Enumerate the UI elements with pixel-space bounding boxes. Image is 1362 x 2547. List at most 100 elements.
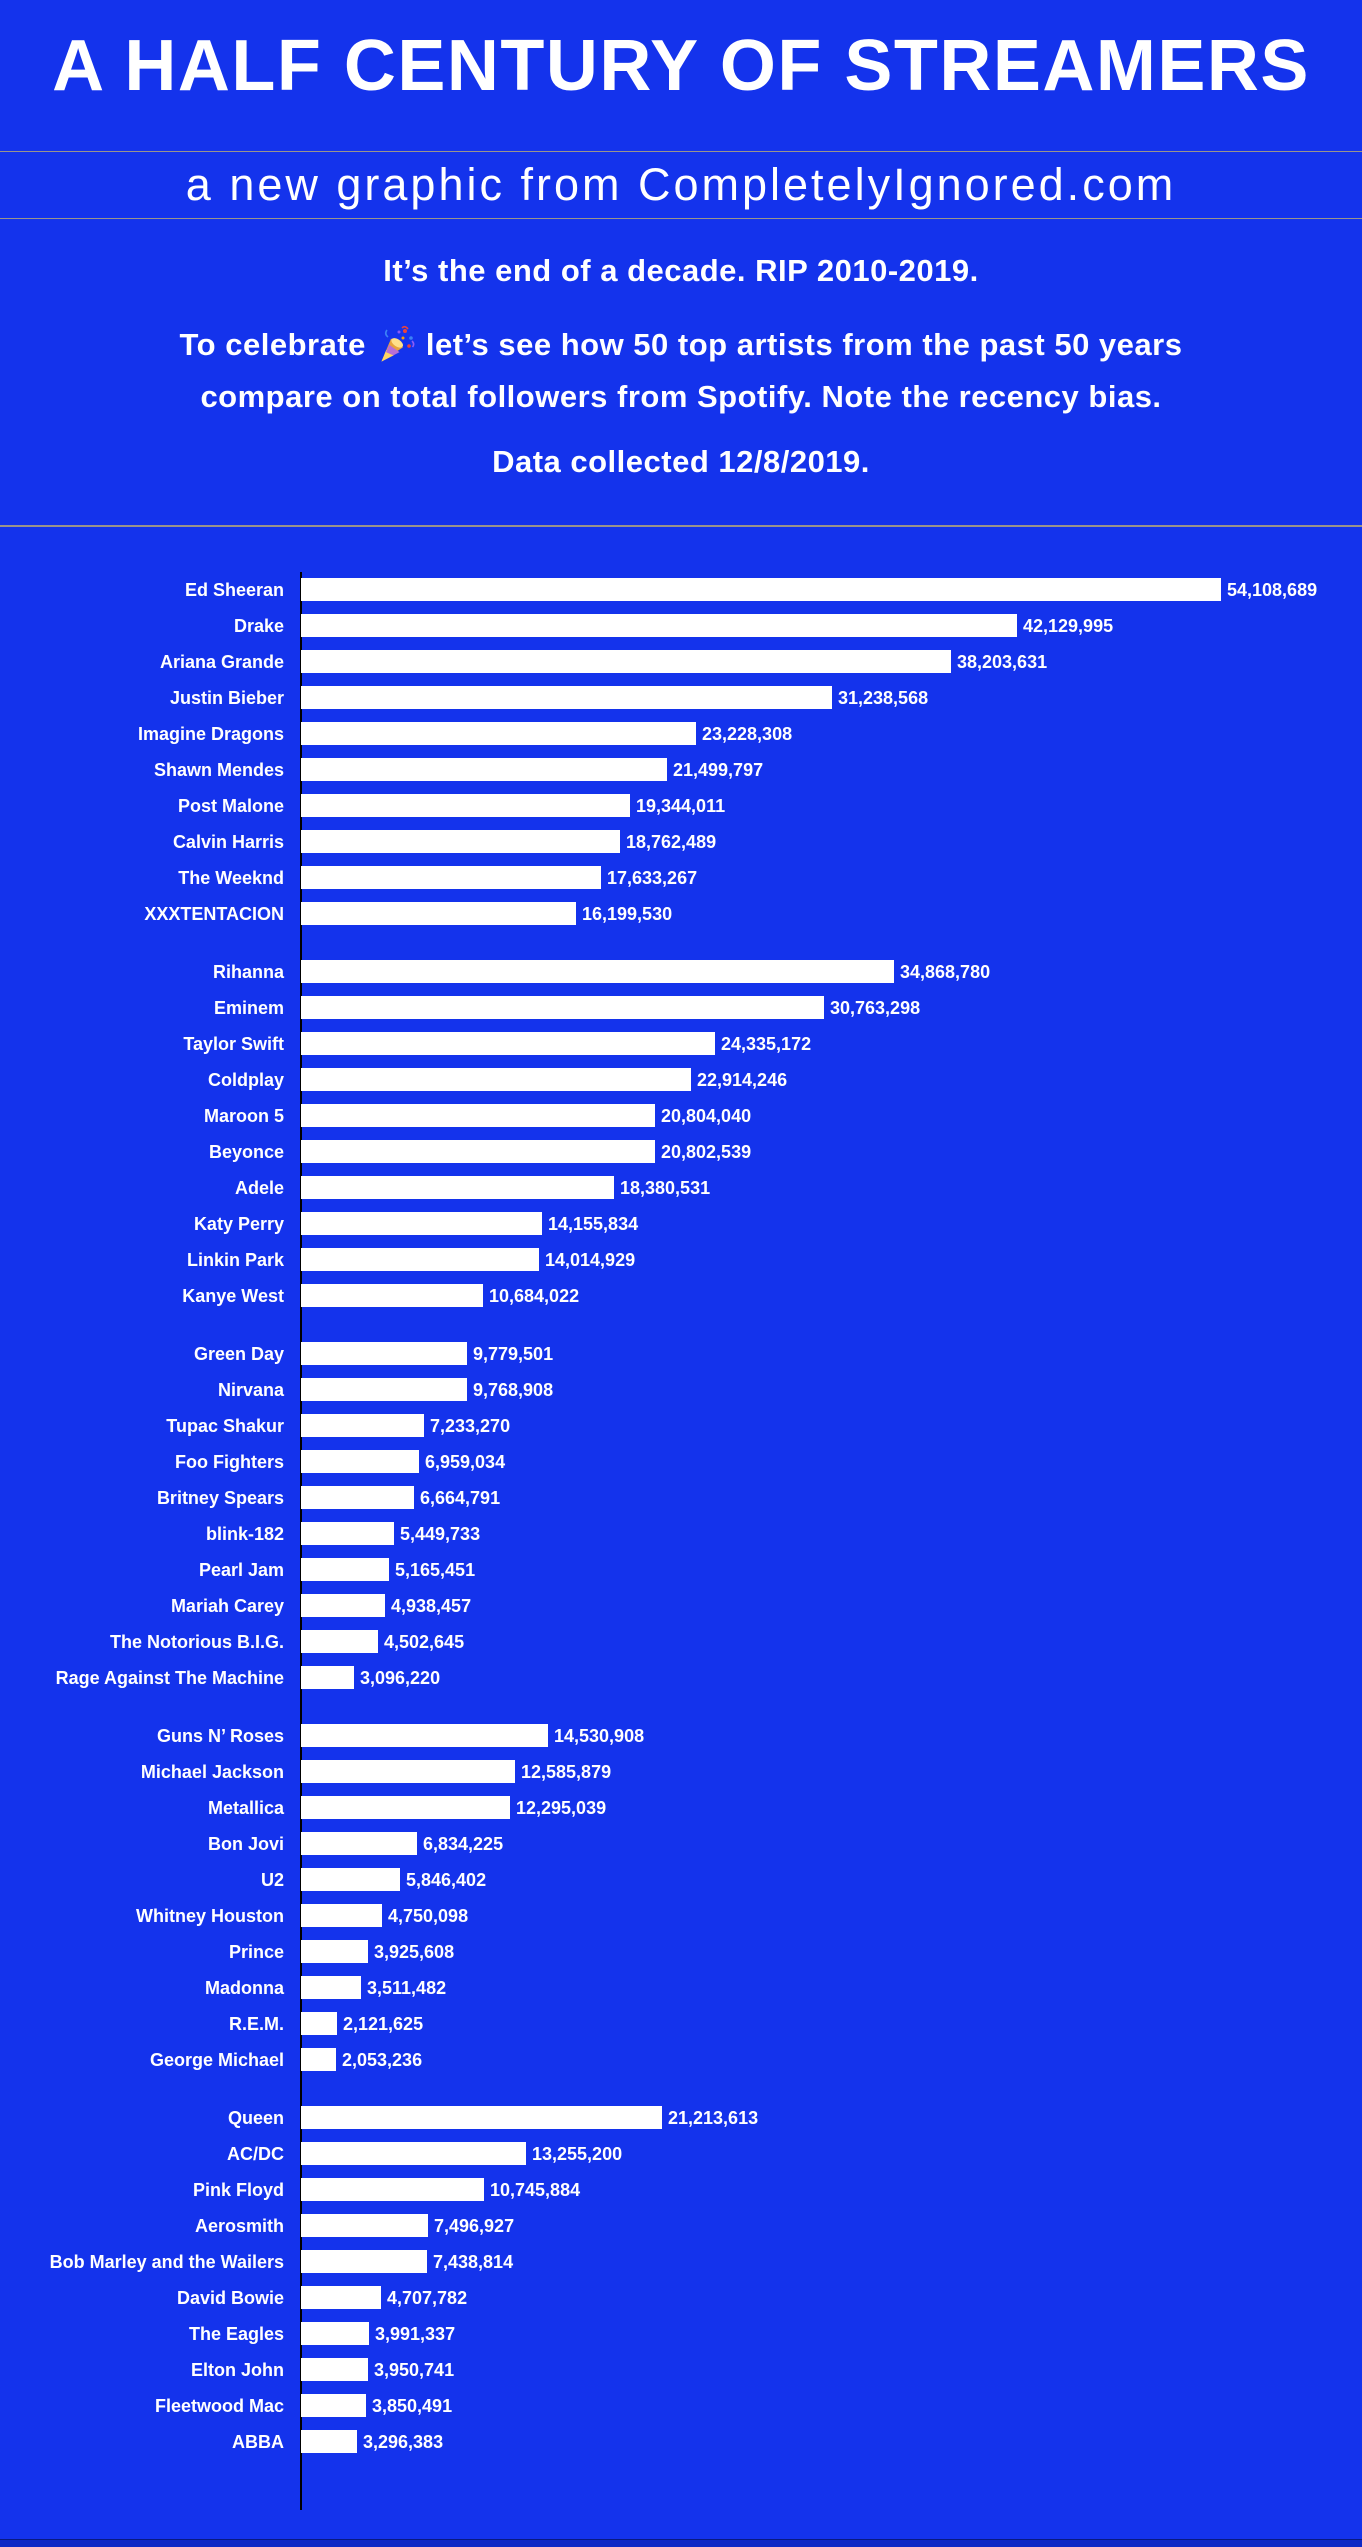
intro-section: It’s the end of a decade. RIP 2010-2019.…	[0, 219, 1362, 525]
follower-bar	[301, 722, 696, 745]
follower-count: 12,585,879	[521, 1761, 612, 1782]
follower-count: 4,750,098	[388, 1905, 469, 1926]
follower-bar	[301, 996, 824, 1019]
bar-track: 9,779,501	[301, 1342, 1362, 1365]
bar-row: Beyonce 20,802,539	[0, 1140, 1362, 1163]
bar-row: Nirvana 9,768,908	[0, 1378, 1362, 1401]
bar-row: Foo Fighters 6,959,034	[0, 1450, 1362, 1473]
intro-line-2: To celebrate	[0, 325, 1362, 365]
follower-bar	[301, 1414, 424, 1437]
follower-count: 3,991,337	[375, 2323, 456, 2344]
artist-label: Guns N’ Roses	[156, 1725, 284, 1746]
artist-label: Adele	[234, 1177, 284, 1198]
bar-row: Maroon 5 20,804,040	[0, 1104, 1362, 1127]
bar-row: Queen 21,213,613	[0, 2106, 1362, 2129]
follower-bar	[301, 686, 832, 709]
artist-label: Justin Bieber	[169, 687, 284, 708]
artist-label: Whitney Houston	[136, 1905, 284, 1926]
bar-track: 2,053,236	[301, 2048, 1362, 2071]
bar-row: Coldplay 22,914,246	[0, 1068, 1362, 1091]
artist-label: Queen	[227, 2107, 284, 2128]
intro-line-3: compare on total followers from Spotify.…	[200, 379, 1162, 414]
bar-row: Prince 3,925,608	[0, 1940, 1362, 1963]
bar-track: 13,255,200	[301, 2142, 1362, 2165]
artist-label: Taylor Swift	[183, 1033, 284, 1054]
bar-row: blink-182 5,449,733	[0, 1522, 1362, 1545]
follower-bar	[301, 1248, 539, 1271]
artist-label: Calvin Harris	[172, 831, 284, 852]
follower-bar	[301, 1832, 417, 1855]
artist-label: Bob Marley and the Wailers	[49, 2251, 284, 2272]
artist-label: Rage Against The Machine	[55, 1667, 284, 1688]
artist-label: Katy Perry	[193, 1213, 284, 1234]
artist-label: Madonna	[205, 1977, 284, 1998]
follower-count: 4,938,457	[391, 1595, 472, 1616]
bar-track: 3,991,337	[301, 2322, 1362, 2345]
follower-bar	[301, 1796, 510, 1819]
bar-track: 54,108,689	[301, 578, 1362, 601]
artist-label: Mariah Carey	[170, 1595, 284, 1616]
follower-bar	[301, 866, 601, 889]
bar-track: 3,850,491	[301, 2394, 1362, 2417]
artist-label: Linkin Park	[186, 1249, 284, 1270]
artist-label: Coldplay	[207, 1069, 284, 1090]
bar-row: Mariah Carey 4,938,457	[0, 1594, 1362, 1617]
bar-row: Ed Sheeran 54,108,689	[0, 578, 1362, 601]
bar-track: 7,438,814	[301, 2250, 1362, 2273]
artist-label: Bon Jovi	[207, 1833, 284, 1854]
follower-bar	[301, 960, 894, 983]
decade-group: Queen 21,213,613 AC/DC 13,255,200 Pink Floyd…	[0, 2106, 1362, 2453]
follower-bar	[301, 1522, 394, 1545]
follower-count: 10,684,022	[489, 1285, 580, 1306]
decade-group: Guns N’ Roses 14,530,908 Michael Jackson 12…	[0, 1724, 1362, 2071]
follower-count: 14,014,929	[545, 1249, 636, 1270]
follower-count: 34,868,780	[900, 961, 991, 982]
follower-bar	[301, 2142, 526, 2165]
artist-label: Fleetwood Mac	[154, 2395, 284, 2416]
party-popper-icon	[376, 325, 416, 365]
follower-bar	[301, 794, 630, 817]
artist-label: David Bowie	[176, 2287, 284, 2308]
artist-label: Prince	[228, 1941, 284, 1962]
bar-row: Bob Marley and the Wailers 7,438,814	[0, 2250, 1362, 2273]
follower-bar	[301, 1104, 655, 1127]
follower-count: 19,344,011	[636, 795, 726, 816]
bar-row: Kanye West 10,684,022	[0, 1284, 1362, 1307]
follower-count: 10,745,884	[490, 2179, 581, 2200]
follower-count: 3,296,383	[363, 2431, 444, 2452]
follower-bar	[301, 2012, 337, 2035]
bar-track: 14,155,834	[301, 1212, 1362, 1235]
follower-bar	[301, 2178, 484, 2201]
follower-bar	[301, 578, 1221, 601]
artist-label: Tupac Shakur	[166, 1415, 284, 1436]
bar-track: 14,014,929	[301, 1248, 1362, 1271]
bar-track: 30,763,298	[301, 996, 1362, 1019]
follower-count: 3,096,220	[360, 1667, 441, 1688]
follower-count: 16,199,530	[582, 903, 673, 924]
bar-row: Shawn Mendes 21,499,797	[0, 758, 1362, 781]
follower-bar	[301, 2106, 662, 2129]
bar-track: 9,768,908	[301, 1378, 1362, 1401]
follower-count: 20,804,040	[661, 1105, 752, 1126]
bar-track: 19,344,011	[301, 794, 1362, 817]
bar-row: Pink Floyd 10,745,884	[0, 2178, 1362, 2201]
follower-bar	[301, 2286, 381, 2309]
follower-count: 3,950,741	[374, 2359, 455, 2380]
bar-track: 3,950,741	[301, 2358, 1362, 2381]
follower-count: 21,213,613	[668, 2107, 759, 2128]
masthead: A HALF CENTURY OF STREAMERS	[0, 0, 1362, 151]
artist-label: George Michael	[149, 2049, 284, 2070]
follower-bar	[301, 1558, 389, 1581]
bar-track: 18,762,489	[301, 830, 1362, 853]
bar-row: Post Malone 19,344,011	[0, 794, 1362, 817]
bar-row: Adele 18,380,531	[0, 1176, 1362, 1199]
bar-row: Drake 42,129,995	[0, 614, 1362, 637]
intro-line-1: It’s the end of a decade. RIP 2010-2019.	[383, 253, 979, 288]
artist-label: Metallica	[207, 1797, 284, 1818]
artist-label: Post Malone	[177, 795, 284, 816]
follower-count: 20,802,539	[661, 1141, 752, 1162]
bar-track: 7,496,927	[301, 2214, 1362, 2237]
bar-track: 2,121,625	[301, 2012, 1362, 2035]
bar-track: 34,868,780	[301, 960, 1362, 983]
